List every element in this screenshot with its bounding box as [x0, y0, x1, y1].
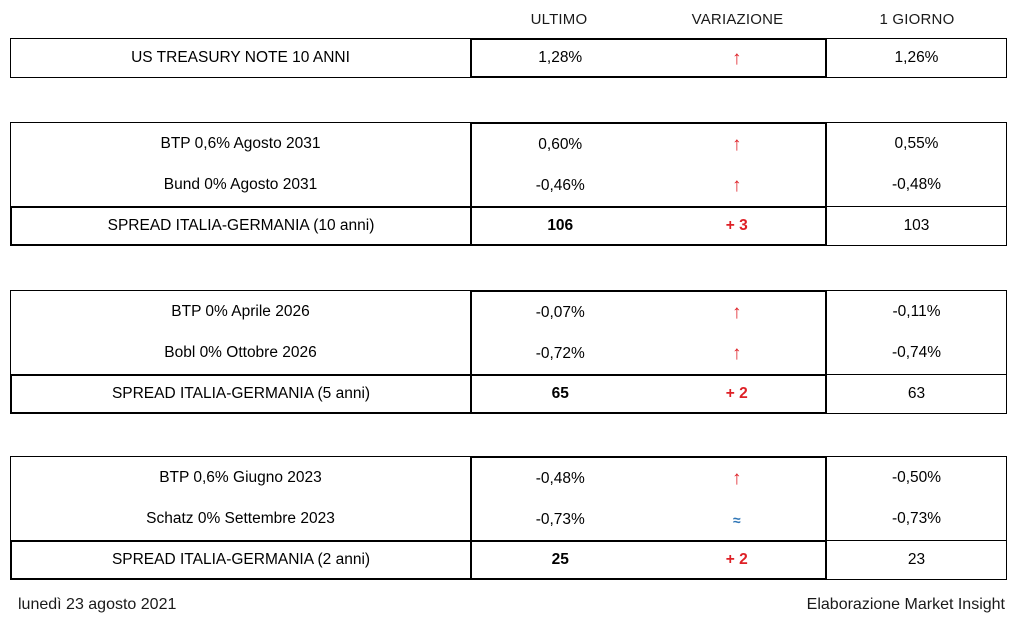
- report-credit: Elaborazione Market Insight: [806, 596, 1005, 613]
- spread-label: SPREAD ITALIA-GERMANIA (2 anni): [111, 551, 371, 568]
- spread-row-5-anni: SPREAD ITALIA-GERMANIA (5 anni) 65 + 2 6…: [10, 374, 1007, 414]
- footer: lunedì 23 agosto 2021 Elaborazione Marke…: [18, 596, 1005, 614]
- spread-row-2-anni: SPREAD ITALIA-GERMANIA (2 anni) 25 + 2 2…: [10, 540, 1007, 580]
- up-arrow-icon: ↑: [732, 468, 742, 489]
- ultimo-value: -0,73%: [535, 510, 585, 528]
- spread-row-10-anni: SPREAD ITALIA-GERMANIA (10 anni) 106 + 3…: [10, 206, 1007, 246]
- ultimo-value: -0,46%: [535, 176, 585, 194]
- table-5-anni: BTP 0% Aprile 2026 Bobl 0% Ottobre 2026 …: [10, 290, 1007, 414]
- ultimo-variazione-column: -0,48% ↑ -0,73% ≈: [470, 456, 827, 540]
- label-column: BTP 0,6% Giugno 2023 Schatz 0% Settembre…: [10, 456, 470, 540]
- ultimo-value: -0,72%: [535, 344, 585, 362]
- instrument-label: BTP 0% Aprile 2026: [171, 302, 310, 320]
- instrument-label: BTP 0,6% Giugno 2023: [159, 468, 322, 486]
- ultimo-variazione-column: 65 + 2: [470, 374, 827, 414]
- giorno-value: -0,50%: [891, 468, 942, 486]
- giorno-column: -0,11% -0,74%: [827, 290, 1007, 374]
- label-column: BTP 0% Aprile 2026 Bobl 0% Ottobre 2026: [10, 290, 470, 374]
- column-headers: ULTIMO VARIAZIONE 1 GIORNO: [10, 0, 1007, 38]
- giorno-value: -0,48%: [891, 176, 942, 194]
- giorno-value: -0,73%: [891, 510, 942, 528]
- table-rows: BTP 0% Aprile 2026 Bobl 0% Ottobre 2026 …: [10, 290, 1007, 374]
- approx-equal-icon: ≈: [732, 511, 741, 528]
- giorno-column: 23: [827, 540, 1007, 580]
- up-arrow-icon: ↑: [732, 47, 742, 69]
- giorno-column: -0,50% -0,73%: [827, 456, 1007, 540]
- ultimo-variazione-column: 0,60% ↑ -0,46% ↑: [470, 122, 827, 206]
- table-row: US TREASURY NOTE 10 ANNI 1,28% ↑ 1,26%: [10, 38, 1007, 78]
- giorno-column: 63: [827, 374, 1007, 414]
- giorno-column: 1,26%: [827, 38, 1007, 78]
- instrument-label: BTP 0,6% Agosto 2031: [160, 134, 321, 152]
- table-10-anni: BTP 0,6% Agosto 2031 Bund 0% Agosto 2031…: [10, 122, 1007, 246]
- column-header-ultimo: ULTIMO: [530, 10, 588, 28]
- spread-ultimo-value: 25: [551, 551, 569, 568]
- ultimo-value: -0,07%: [535, 303, 585, 321]
- giorno-column: 0,55% -0,48%: [827, 122, 1007, 206]
- giorno-value: 1,26%: [894, 49, 939, 66]
- table-rows: BTP 0,6% Agosto 2031 Bund 0% Agosto 2031…: [10, 122, 1007, 206]
- table-rows: BTP 0,6% Giugno 2023 Schatz 0% Settembre…: [10, 456, 1007, 540]
- up-arrow-icon: ↑: [732, 175, 742, 196]
- instrument-label: Schatz 0% Settembre 2023: [146, 510, 335, 528]
- spread-giorno-value: 23: [907, 551, 926, 568]
- instrument-label: Bund 0% Agosto 2031: [163, 176, 318, 194]
- ultimo-value: -0,48%: [535, 469, 585, 487]
- table-us-treasury: US TREASURY NOTE 10 ANNI 1,28% ↑ 1,26%: [10, 38, 1007, 78]
- giorno-column: 103: [827, 206, 1007, 246]
- spread-variation-value: + 3: [725, 217, 748, 234]
- report-date: lunedì 23 agosto 2021: [18, 596, 177, 613]
- label-column: US TREASURY NOTE 10 ANNI: [10, 38, 470, 78]
- spread-giorno-value: 63: [907, 385, 926, 402]
- instrument-label: US TREASURY NOTE 10 ANNI: [131, 49, 350, 66]
- ultimo-variazione-column: 1,28% ↑: [470, 38, 827, 78]
- up-arrow-icon: ↑: [732, 302, 742, 323]
- label-column: SPREAD ITALIA-GERMANIA (5 anni): [10, 374, 470, 414]
- label-column: SPREAD ITALIA-GERMANIA (10 anni): [10, 206, 470, 246]
- giorno-value: -0,74%: [891, 344, 942, 362]
- ultimo-variazione-column: 25 + 2: [470, 540, 827, 580]
- spread-ultimo-value: 106: [547, 217, 574, 234]
- giorno-value: -0,11%: [892, 302, 941, 320]
- spread-giorno-value: 103: [903, 217, 930, 234]
- instrument-label: Bobl 0% Ottobre 2026: [164, 344, 317, 362]
- spread-label: SPREAD ITALIA-GERMANIA (10 anni): [107, 217, 375, 234]
- ultimo-variazione-column: -0,07% ↑ -0,72% ↑: [470, 290, 827, 374]
- up-arrow-icon: ↑: [732, 343, 742, 364]
- table-2-anni: BTP 0,6% Giugno 2023 Schatz 0% Settembre…: [10, 456, 1007, 580]
- spread-ultimo-value: 65: [551, 385, 569, 402]
- spread-label: SPREAD ITALIA-GERMANIA (5 anni): [111, 385, 371, 402]
- giorno-value: 0,55%: [894, 134, 939, 152]
- label-column: BTP 0,6% Agosto 2031 Bund 0% Agosto 2031: [10, 122, 470, 206]
- column-header-variazione: VARIAZIONE: [691, 10, 784, 28]
- up-arrow-icon: ↑: [732, 134, 742, 155]
- spread-variation-value: + 2: [725, 551, 748, 568]
- ultimo-value: 0,60%: [538, 135, 583, 153]
- ultimo-variazione-column: 106 + 3: [470, 206, 827, 246]
- label-column: SPREAD ITALIA-GERMANIA (2 anni): [10, 540, 470, 580]
- spread-variation-value: + 2: [725, 385, 748, 402]
- column-header-1giorno: 1 GIORNO: [879, 10, 955, 28]
- ultimo-value: 1,28%: [538, 49, 583, 66]
